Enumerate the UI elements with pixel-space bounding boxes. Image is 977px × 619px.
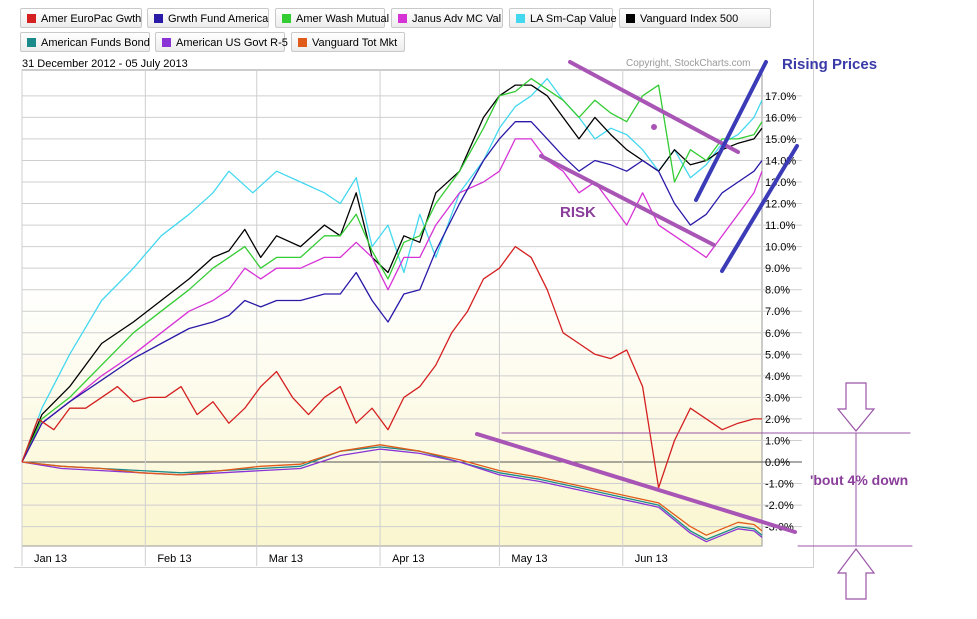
marker-dot [651,124,657,130]
y-tick-label: 0.0% [765,457,790,469]
series-line [21,245,762,489]
plot-area [21,69,763,547]
risk-channel-upper-line [568,60,740,154]
risk-channel-lower-line [539,154,716,247]
legend-label: American US Govt R-5 [176,37,288,49]
y-tick-label: 16.0% [765,112,796,124]
series-line [21,84,763,463]
y-tick-label: 10.0% [765,242,796,254]
legend-label: Janus Adv MC Val [412,13,502,25]
x-tick-label: May 13 [511,553,547,565]
y-tick-label: 11.0% [765,220,796,232]
annotation-lines [475,60,913,600]
y-tick-label: 2.0% [765,414,790,426]
series-line [21,121,763,463]
y-tick-label: 9.0% [765,263,790,275]
x-tick-label: Jun 13 [635,553,668,565]
legend-item[interactable]: Grwth Fund America [147,8,269,28]
legend-swatch [298,38,307,47]
series-line [21,444,763,536]
legend-label: Amer Wash Mutual [296,13,390,25]
y-tick-label: 17.0% [765,91,796,103]
legend-label: Amer EuroPac Gwth [41,13,142,25]
y-tick-label: 6.0% [765,328,790,340]
series-line [21,138,763,463]
x-tick-label: Mar 13 [269,553,303,565]
legend-label: LA Sm-Cap Value [530,13,617,25]
rising-channel-lower-line [720,144,799,273]
chart-frame [14,0,814,568]
y-tick-label: -2.0% [765,500,794,512]
legend-item[interactable]: Amer EuroPac Gwth [20,8,142,28]
date-range-label: 31 December 2012 - 05 July 2013 [22,58,188,70]
rising-channel-upper-line [694,60,768,202]
legend-item[interactable]: Amer Wash Mutual [275,8,389,28]
legend-label: Vanguard Index 500 [640,13,739,25]
y-axis-ticks: -3.0%-2.0%-1.0%0.0%1.0%2.0%3.0%4.0%5.0%6… [765,91,796,534]
legend-swatch [282,14,291,23]
y-tick-label: 8.0% [765,285,790,297]
legend-item[interactable]: American US Govt R-5 [155,32,288,52]
legend-swatch [626,14,635,23]
y-tick-label: 13.0% [765,177,796,189]
x-axis-ticks: Jan 13 Feb 13 Mar 13 Apr 13 May 13 Jun 13 [34,553,668,565]
bond-trend-line [475,432,797,534]
down-arrow-icon [836,382,876,432]
series-lines [21,77,763,543]
legend-swatch [154,14,163,23]
y-tick-label: 1.0% [765,435,790,447]
x-tick-label: Feb 13 [157,553,191,565]
y-tick-label: 5.0% [765,349,790,361]
y-tick-label: 3.0% [765,392,790,404]
y-tick-label: 4.0% [765,371,790,383]
x-tick-label: Apr 13 [392,553,424,565]
legend-item[interactable]: LA Sm-Cap Value [509,8,617,28]
y-tick-label: 7.0% [765,306,790,318]
legend-item[interactable]: American Funds Bond [20,32,150,52]
legend-swatch [27,38,36,47]
legend-swatch [27,14,36,23]
legend-label: American Funds Bond [41,37,150,49]
legend-label: Vanguard Tot Mkt [312,37,398,49]
legend-item[interactable]: Janus Adv MC Val [391,8,503,28]
annotation-rising-prices: Rising Prices [782,56,878,73]
legend-swatch [162,38,171,47]
copyright-label: Copyright, StockCharts.com [626,58,751,69]
annotation-risk: RISK [560,204,596,221]
legend-item[interactable]: Vanguard Tot Mkt [291,32,405,52]
up-arrow-icon [836,548,876,600]
y-tick-label: 12.0% [765,199,796,211]
y-tick-label: -1.0% [765,479,794,491]
x-tick-label: Jan 13 [34,553,67,565]
legend-item[interactable]: Vanguard Index 500 [619,8,771,28]
annotation-4pct-down: 'bout 4% down [810,472,909,488]
y-tick-label: 15.0% [765,134,796,146]
series-line [21,77,763,463]
legend-label: Grwth Fund America [168,13,269,25]
legend-swatch [516,14,525,23]
legend-swatch [398,14,407,23]
